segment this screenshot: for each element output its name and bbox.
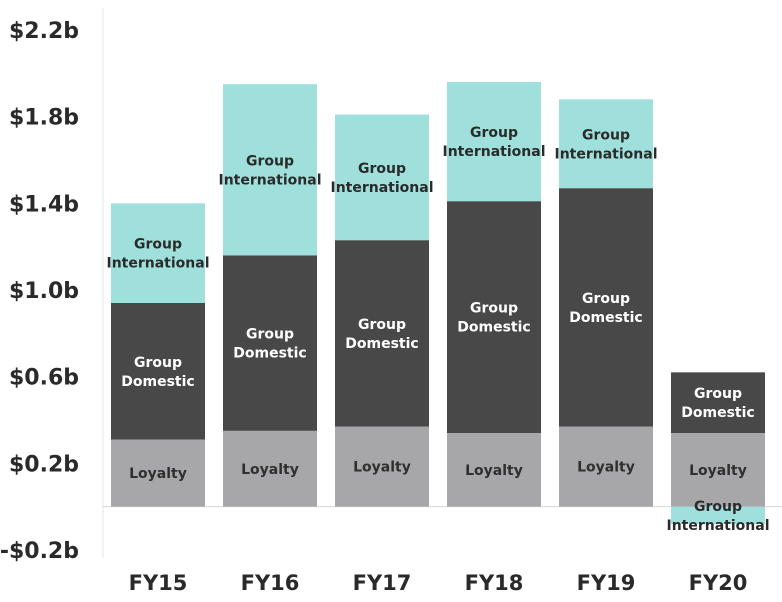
y-axis-tick-labels: -$0.2b $0.2b $0.6b $1.0b $1.4b $1.8b $2.2b bbox=[0, 19, 79, 564]
x-tick-label: FY16 bbox=[241, 571, 300, 595]
x-tick-label: FY18 bbox=[465, 571, 524, 595]
y-tick-label: -$0.2b bbox=[0, 539, 79, 564]
bar-segment-group-international bbox=[335, 114, 429, 241]
segment-label-group-international: Group International bbox=[554, 127, 657, 162]
bar-segment-group-domestic bbox=[559, 188, 653, 427]
bar-segment-group-international bbox=[111, 203, 205, 303]
segment-label-loyalty: Loyalty bbox=[689, 463, 747, 479]
bar-segment-loyalty bbox=[223, 430, 317, 507]
bar-segment-group-domestic bbox=[447, 201, 541, 433]
segment-label-group-international: Group International bbox=[106, 237, 209, 272]
segment-label-loyalty: Loyalty bbox=[465, 463, 523, 479]
bar-segment-loyalty bbox=[671, 433, 765, 507]
y-tick-label: $1.8b bbox=[9, 106, 79, 131]
segment-label-group-domestic: Group Domestic bbox=[121, 355, 194, 390]
segment-label-group-domestic: Group Domestic bbox=[569, 291, 642, 326]
segment-label-group-domestic: Group Domestic bbox=[345, 317, 418, 352]
segment-label-loyalty: Loyalty bbox=[241, 462, 299, 478]
bar-segment-group-international bbox=[559, 99, 653, 189]
y-tick-label: $2.2b bbox=[9, 19, 79, 44]
x-tick-label: FY19 bbox=[577, 571, 636, 595]
y-tick-label: $0.2b bbox=[9, 452, 79, 477]
segment-label-group-domestic: Group Domestic bbox=[681, 386, 754, 421]
bars: Loyalty Group Domestic Group International Lo… bbox=[106, 82, 770, 534]
x-tick-label: FY20 bbox=[689, 571, 748, 595]
y-tick-label: $0.6b bbox=[9, 366, 79, 391]
segment-label-loyalty: Loyalty bbox=[577, 460, 635, 476]
bar-segment-group-international bbox=[223, 84, 317, 256]
segment-label-loyalty: Loyalty bbox=[129, 466, 187, 482]
x-tick-label: FY15 bbox=[129, 571, 188, 595]
segment-label-group-international: Group International bbox=[218, 153, 321, 188]
bar-segment-loyalty bbox=[559, 426, 653, 507]
segment-label-group-international: Group International bbox=[330, 161, 433, 196]
segment-label-group-domestic: Group Domestic bbox=[457, 301, 530, 336]
bar-segment-group-domestic bbox=[223, 255, 317, 431]
bar-segment-loyalty bbox=[111, 439, 205, 507]
x-tick-label: FY17 bbox=[353, 571, 412, 595]
bar-segment-group-domestic bbox=[335, 240, 429, 427]
x-axis-tick-labels: FY15 FY16 FY17 FY18 FY19 FY20 bbox=[129, 571, 748, 595]
bar-segment-loyalty bbox=[447, 433, 541, 507]
segment-label-group-international: Group International bbox=[666, 499, 769, 534]
y-tick-label: $1.0b bbox=[9, 279, 79, 304]
segment-label-group-domestic: Group Domestic bbox=[233, 327, 306, 362]
bar-segment-group-international bbox=[447, 82, 541, 202]
bar-segment-loyalty bbox=[335, 426, 429, 507]
segment-label-loyalty: Loyalty bbox=[353, 460, 411, 476]
bar-segment-group-international bbox=[671, 506, 765, 524]
bar-segment-group-domestic bbox=[671, 372, 765, 433]
segment-label-group-international: Group International bbox=[442, 125, 545, 160]
bar-segment-group-domestic bbox=[111, 303, 205, 440]
y-tick-label: $1.4b bbox=[9, 192, 79, 217]
